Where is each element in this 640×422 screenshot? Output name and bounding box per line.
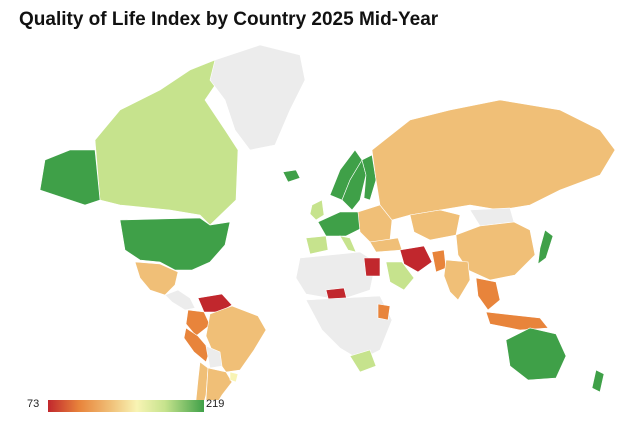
country-spain[interactable]: [305, 235, 329, 255]
country-argentina[interactable]: [205, 367, 233, 400]
color-legend: 73 219: [22, 398, 225, 414]
country-western-europe[interactable]: [317, 211, 363, 237]
country-kenya[interactable]: [377, 303, 391, 321]
country-united-kingdom[interactable]: [309, 199, 325, 221]
country-japan[interactable]: [537, 229, 554, 265]
country-egypt[interactable]: [363, 257, 381, 277]
country-peru[interactable]: [183, 327, 211, 363]
country-bolivia[interactable]: [205, 345, 223, 369]
country-central-america[interactable]: [164, 289, 196, 311]
country-iran[interactable]: [399, 245, 433, 273]
legend-gradient-bar: [48, 400, 204, 412]
country-india[interactable]: [443, 259, 471, 301]
legend-max-label: 219: [206, 398, 225, 410]
country-uruguay[interactable]: [229, 371, 239, 383]
country-australia[interactable]: [505, 327, 567, 381]
country-italy[interactable]: [339, 235, 357, 253]
country-south-africa[interactable]: [349, 349, 377, 373]
country-mexico[interactable]: [134, 261, 179, 296]
map-title: Quality of Life Index by Country 2025 Mi…: [19, 9, 439, 30]
country-north-africa[interactable]: [295, 251, 377, 301]
country-indonesia[interactable]: [485, 311, 549, 331]
country-kazakhstan[interactable]: [409, 209, 461, 241]
country-saudi-arabia[interactable]: [385, 261, 415, 291]
country-alaska[interactable]: [39, 149, 101, 206]
legend-min-label: 73: [27, 398, 40, 410]
country-new-zealand[interactable]: [591, 369, 605, 393]
country-canada[interactable]: [94, 59, 239, 226]
country-pakistan[interactable]: [431, 249, 447, 273]
country-iceland[interactable]: [282, 169, 301, 183]
country-southeast-asia[interactable]: [475, 277, 501, 311]
country-colombia[interactable]: [185, 309, 211, 337]
world-map: [39, 44, 616, 400]
country-russia[interactable]: [371, 99, 616, 221]
country-brazil[interactable]: [205, 305, 267, 373]
country-finland[interactable]: [361, 154, 377, 201]
country-united-states[interactable]: [119, 217, 231, 271]
country-greenland[interactable]: [209, 44, 306, 151]
